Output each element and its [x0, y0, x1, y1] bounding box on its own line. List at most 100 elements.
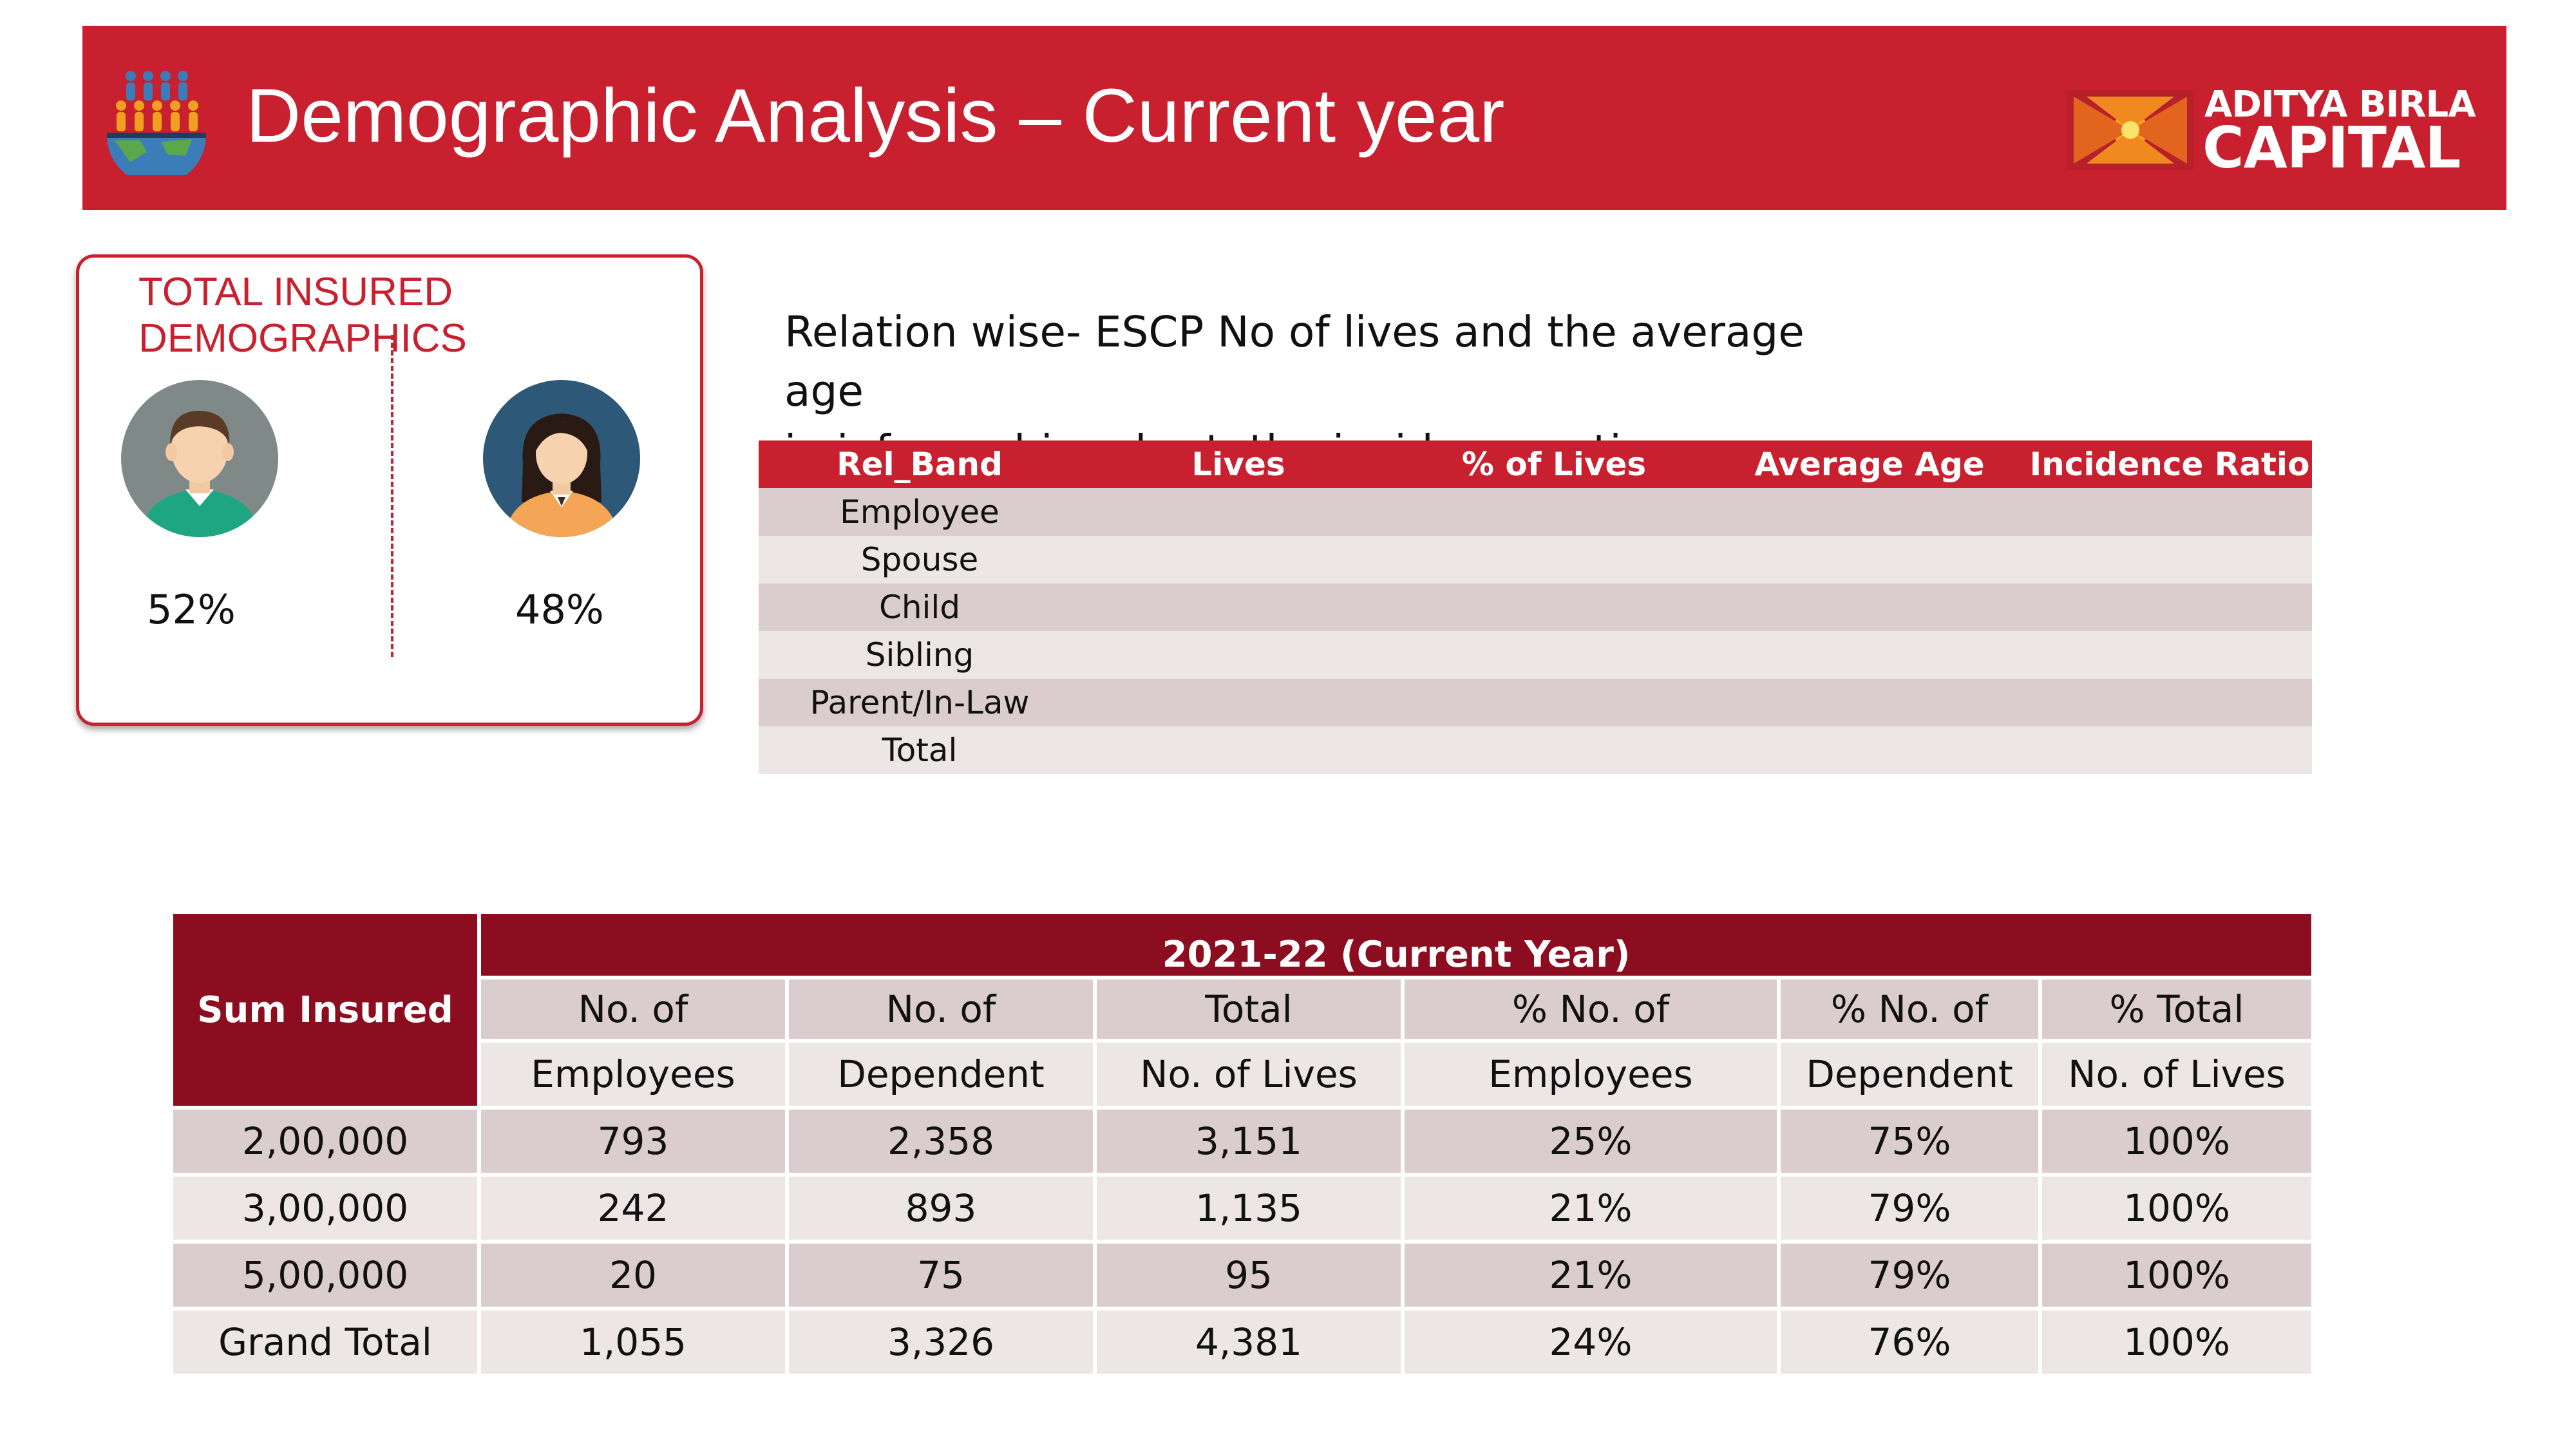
pct-employees-cell: 21%	[1405, 1244, 1777, 1307]
brand-logo: ADITYA BIRLA CAPITAL	[2067, 84, 2476, 181]
pct-employees-cell: 25%	[1405, 1110, 1777, 1173]
employees-cell: 1,055	[481, 1311, 785, 1374]
incidence-ratio-cell	[2027, 536, 2312, 583]
pct-lives-cell	[1396, 536, 1712, 583]
sum-insured-cell: Grand Total	[173, 1311, 477, 1374]
aditya-birla-sun-logo-icon	[2067, 90, 2193, 170]
average-age-cell	[1712, 726, 2027, 774]
page-title: Demographic Analysis – Current year	[246, 73, 1505, 158]
column-header-incidence-ratio: Incidence Ratio	[2027, 440, 2312, 488]
header-bar: Demographic Analysis – Current year ADIT…	[82, 26, 2506, 210]
dependent-cell: 2,358	[789, 1110, 1093, 1173]
pct-lives-cell	[1396, 726, 1712, 774]
sum-insured-table: Sum Insured 2021-22 (Current Year) No. o…	[169, 910, 2315, 1378]
pct-total-lives-cell: 100%	[2042, 1110, 2312, 1173]
incidence-ratio-cell	[2027, 679, 2312, 726]
column-header: Dependent	[1781, 1043, 2038, 1106]
pct-lives-cell	[1396, 583, 1712, 631]
lives-cell	[1081, 679, 1396, 726]
people-globe-icon	[107, 71, 206, 175]
table-row: 5,00,000 20 75 95 21% 79% 100%	[173, 1244, 2312, 1307]
column-header-row-2: Employees Dependent No. of Lives Employe…	[173, 1043, 2312, 1106]
male-avatar-icon	[121, 380, 278, 537]
total-lives-cell: 1,135	[1097, 1177, 1401, 1240]
table-row-total: Total	[759, 726, 2312, 774]
sum-insured-cell: 3,00,000	[173, 1177, 477, 1240]
sum-insured-header: Sum Insured	[173, 914, 477, 1106]
total-lives-cell: 95	[1097, 1244, 1401, 1307]
table-row: Sibling	[759, 631, 2312, 679]
brand-name-line1: ADITYA BIRLA	[2204, 84, 2476, 126]
rel-band-cell: Spouse	[759, 536, 1081, 583]
incidence-ratio-cell	[2027, 631, 2312, 679]
incidence-ratio-cell	[2027, 726, 2312, 774]
column-header: No. of Lives	[1097, 1043, 1401, 1106]
dependent-cell: 3,326	[789, 1311, 1093, 1374]
column-header: No. of	[481, 980, 785, 1039]
table-row-grand-total: Grand Total 1,055 3,326 4,381 24% 76% 10…	[173, 1311, 2312, 1374]
column-header: No. of Lives	[2042, 1043, 2312, 1106]
table-row: Child	[759, 583, 2312, 631]
pct-dependent-cell: 75%	[1781, 1110, 2038, 1173]
column-header: No. of	[789, 980, 1093, 1039]
average-age-cell	[1712, 488, 2027, 536]
brand-name-line2: CAPITAL	[2202, 115, 2461, 181]
incidence-ratio-cell	[2027, 488, 2312, 536]
year-header: 2021-22 (Current Year)	[481, 914, 2312, 976]
female-percent: 48%	[515, 586, 604, 633]
lives-cell	[1081, 536, 1396, 583]
demographics-title-line2: DEMOGRAPHICS	[138, 316, 467, 361]
column-header-pct-lives: % of Lives	[1396, 440, 1712, 488]
employees-cell: 793	[481, 1110, 785, 1173]
column-header: % No. of	[1781, 980, 2038, 1039]
average-age-cell	[1712, 536, 2027, 583]
pct-lives-cell	[1396, 679, 1712, 726]
pct-total-lives-cell: 100%	[2042, 1177, 2312, 1240]
column-header-row-1: No. of No. of Total % No. of % No. of % …	[173, 980, 2312, 1039]
pct-dependent-cell: 76%	[1781, 1311, 2038, 1374]
lives-cell	[1081, 488, 1396, 536]
pct-dependent-cell: 79%	[1781, 1177, 2038, 1240]
average-age-cell	[1712, 679, 2027, 726]
table-row: 3,00,000 242 893 1,135 21% 79% 100%	[173, 1177, 2312, 1240]
relation-table: Rel_Band Lives % of Lives Average Age In…	[759, 440, 2312, 774]
demographics-title: TOTAL INSURED DEMOGRAPHICS	[138, 269, 467, 362]
lives-cell	[1081, 726, 1396, 774]
sum-insured-cell: 2,00,000	[173, 1110, 477, 1173]
table-row: 2,00,000 793 2,358 3,151 25% 75% 100%	[173, 1110, 2312, 1173]
pct-total-lives-cell: 100%	[2042, 1244, 2312, 1307]
demographics-card: TOTAL INSURED DEMOGRAPHICS 52% 48%	[76, 254, 703, 726]
column-header: Dependent	[789, 1043, 1093, 1106]
male-percent: 52%	[147, 586, 236, 633]
sum-insured-cell: 5,00,000	[173, 1244, 477, 1307]
column-header-lives: Lives	[1081, 440, 1396, 488]
average-age-cell	[1712, 631, 2027, 679]
total-lives-cell: 4,381	[1097, 1311, 1401, 1374]
female-avatar-icon	[483, 380, 640, 537]
column-header: Employees	[1405, 1043, 1777, 1106]
pct-lives-cell	[1396, 631, 1712, 679]
pct-employees-cell: 24%	[1405, 1311, 1777, 1374]
pct-lives-cell	[1396, 488, 1712, 536]
column-header-average-age: Average Age	[1712, 440, 2027, 488]
employees-cell: 20	[481, 1244, 785, 1307]
pct-dependent-cell: 79%	[1781, 1244, 2038, 1307]
employees-cell: 242	[481, 1177, 785, 1240]
table-row: Parent/In-Law	[759, 679, 2312, 726]
column-header: Employees	[481, 1043, 785, 1106]
incidence-ratio-cell	[2027, 583, 2312, 631]
year-header-row: Sum Insured 2021-22 (Current Year)	[173, 914, 2312, 1106]
dependent-cell: 893	[789, 1177, 1093, 1240]
pct-employees-cell: 21%	[1405, 1177, 1777, 1240]
average-age-cell	[1712, 583, 2027, 631]
demographics-divider	[391, 335, 393, 657]
column-header: % No. of	[1405, 980, 1777, 1039]
table-row: Spouse	[759, 536, 2312, 583]
lives-cell	[1081, 583, 1396, 631]
lives-cell	[1081, 631, 1396, 679]
demographics-title-line1: TOTAL INSURED	[138, 270, 453, 314]
total-lives-cell: 3,151	[1097, 1110, 1401, 1173]
relation-header-row: Rel_Band Lives % of Lives Average Age In…	[759, 440, 2312, 488]
rel-band-cell: Parent/In-Law	[759, 679, 1081, 726]
table-row: Employee	[759, 488, 2312, 536]
